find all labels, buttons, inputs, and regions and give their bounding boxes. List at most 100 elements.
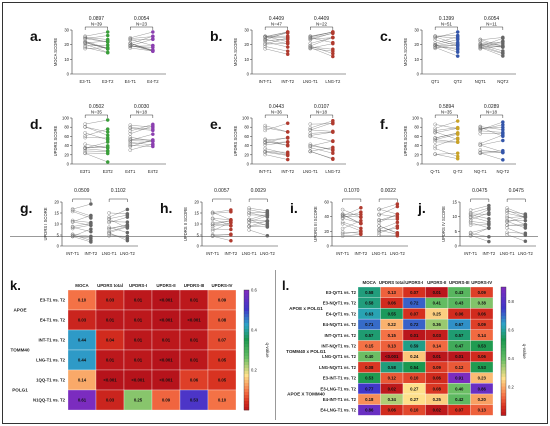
point-t2 [455, 132, 460, 137]
cell-value: 0.86 [365, 408, 374, 413]
point-t1 [107, 229, 111, 234]
pair-line [130, 31, 153, 38]
pair-line [480, 44, 503, 52]
colorbar-step [501, 341, 506, 346]
x-tick-label: INT-T2 [281, 169, 294, 174]
pair-line [310, 120, 333, 129]
point-t1 [433, 130, 437, 135]
scatter-panel-e: UPDRS SCORE 100 80 60 40 20 0 INT-T1 INT-T2 LNG-T… [233, 104, 346, 174]
x-tick-label: INT-T1 [206, 251, 219, 256]
point-t2 [501, 40, 505, 44]
pair-line [85, 44, 108, 53]
point-t2 [151, 122, 155, 127]
cell-value: 0.03 [106, 298, 115, 303]
point-t2 [285, 49, 290, 54]
point-t2 [455, 42, 460, 47]
n-label: N=23 [136, 22, 148, 27]
point-t1 [468, 213, 473, 217]
pair-line [249, 219, 268, 227]
cell-value: 0.06 [478, 354, 487, 359]
pair-line [85, 37, 108, 40]
column-header: UPDRS-I [405, 280, 423, 285]
y-tick-label: 0 [197, 244, 200, 249]
pair-line [507, 234, 526, 242]
point-t2 [285, 37, 290, 42]
pair-line [72, 223, 91, 227]
pair-line [109, 224, 128, 229]
point-t1 [505, 226, 509, 230]
x-tick-label: E4T1 [125, 169, 136, 174]
pair-line [212, 220, 231, 225]
x-tick-label: INT-T1 [464, 251, 477, 256]
pair-line [435, 148, 458, 157]
cell-value: 0.59 [410, 343, 419, 348]
pair-line [379, 214, 398, 223]
colorbar-step [244, 335, 249, 339]
colorbar-step [244, 314, 249, 318]
point-t1 [433, 45, 437, 49]
point-t2 [359, 210, 363, 214]
colorbar-step [501, 303, 506, 307]
p-value-label: 0.0107 [314, 104, 330, 110]
significance-bracket [342, 198, 362, 202]
cell-value: 0.63 [365, 311, 374, 316]
point-t1 [433, 146, 437, 151]
point-t1 [210, 224, 215, 229]
p-value-label: 0.1070 [344, 188, 360, 194]
significance-bracket [434, 114, 458, 118]
scatter-panel-b: MOCA SCORE 30 20 10 0 INT-T1 INT-T2 LNG-T1 LNG-T… [233, 16, 346, 84]
point-t2 [487, 226, 491, 231]
point-t2 [151, 49, 155, 54]
point-t1 [308, 35, 313, 39]
cell-value: <0.001 [103, 378, 117, 383]
x-tick-label: INT-T1 [259, 169, 272, 174]
pair-line [435, 47, 458, 57]
pair-line [507, 232, 526, 234]
point-t2 [105, 160, 110, 164]
pair-line [480, 45, 503, 48]
point-t1 [505, 216, 509, 220]
point-t1 [308, 37, 313, 41]
pair-line [249, 219, 268, 222]
y-tick-label: 0 [247, 162, 250, 167]
colorbar-step [244, 374, 249, 378]
point-t1 [433, 137, 437, 142]
scatter-panel-j: UPDRS IV SCORE 15 10 5 0 INT-T1 INT-T2 LNG-T1 LN… [441, 188, 536, 256]
cell-value: 0.15 [365, 343, 374, 348]
cell-value: 0.53 [478, 343, 487, 348]
cell-value: 0.14 [78, 378, 87, 383]
point-t1 [308, 142, 313, 147]
point-t2 [455, 140, 460, 144]
point-t1 [70, 207, 75, 211]
row-group-label: APOE x POLG1 [289, 306, 323, 311]
pair-line [310, 37, 333, 40]
cell-value: 0.07 [455, 408, 464, 413]
pair-line [480, 144, 503, 153]
colorbar-step [501, 380, 506, 384]
pair-line [480, 45, 503, 54]
point-t2 [105, 133, 110, 138]
row-group-label: TOMM40 x POLG1 [286, 349, 326, 354]
pair-line [85, 41, 108, 50]
colorbar-step [244, 356, 249, 360]
pair-line [310, 129, 333, 132]
cell-value: 0.02 [433, 408, 442, 413]
pair-line [470, 233, 489, 237]
y-tick-label: 100 [242, 116, 250, 121]
pair-line [435, 35, 458, 37]
pair-line [130, 125, 153, 128]
colorbar-step [501, 287, 506, 291]
row-label: LNG-T1 vs. T2 [36, 358, 66, 363]
point-t2 [105, 43, 110, 47]
point-t2 [455, 151, 460, 155]
pair-line [265, 31, 288, 37]
pair-line [85, 145, 108, 149]
colorbar-step [501, 402, 506, 407]
colorbar-tick-label: 0.6 [251, 288, 257, 293]
point-t1 [128, 129, 133, 133]
pair-line [470, 205, 489, 211]
n-label: N=18 [486, 110, 498, 115]
x-tick-label: INT-T2 [224, 251, 237, 256]
point-t1 [478, 131, 483, 136]
point-t1 [128, 135, 133, 139]
